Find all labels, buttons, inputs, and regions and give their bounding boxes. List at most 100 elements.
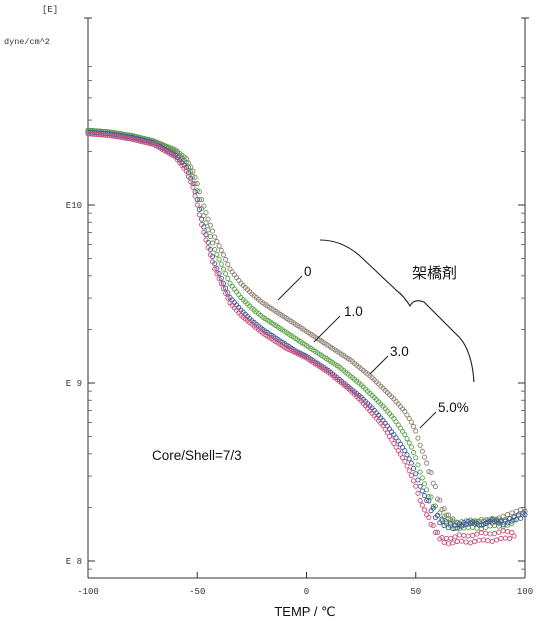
data-point xyxy=(214,266,220,272)
data-point xyxy=(209,240,216,246)
data-point xyxy=(234,275,240,281)
data-point xyxy=(515,512,521,518)
data-point xyxy=(491,518,497,524)
data-point xyxy=(389,429,395,435)
data-point xyxy=(223,290,229,296)
data-point xyxy=(406,456,412,462)
y-axis-label-top: [E] xyxy=(42,5,58,15)
data-point xyxy=(413,428,419,434)
data-point xyxy=(491,531,497,537)
data-point xyxy=(188,179,194,185)
data-point xyxy=(209,259,216,265)
y-tick-label: E10 xyxy=(66,201,82,211)
data-point xyxy=(205,227,211,233)
data-point xyxy=(437,497,443,503)
data-point xyxy=(214,238,220,245)
y-tick-label: E 9 xyxy=(66,379,82,389)
data-point xyxy=(402,408,408,415)
data-point xyxy=(454,525,460,531)
data-point xyxy=(212,266,218,272)
data-point xyxy=(428,469,434,476)
data-point xyxy=(474,531,480,537)
data-point xyxy=(500,513,506,519)
data-point xyxy=(454,539,460,545)
data-point xyxy=(472,539,478,545)
data-point xyxy=(430,503,436,509)
data-point xyxy=(500,528,506,534)
data-point xyxy=(205,245,211,251)
data-point xyxy=(411,465,417,471)
data-point xyxy=(406,440,412,446)
y-axis-unit: dyne/cm^2 xyxy=(4,37,50,47)
data-point xyxy=(411,424,417,430)
data-point xyxy=(459,538,465,544)
data-point xyxy=(483,530,489,536)
data-point xyxy=(485,538,491,544)
data-point xyxy=(489,538,495,544)
data-point xyxy=(214,251,220,257)
data-point xyxy=(380,423,386,429)
data-point xyxy=(421,481,428,487)
data-point xyxy=(400,455,406,461)
data-point xyxy=(236,292,242,298)
data-point xyxy=(207,233,213,239)
data-point xyxy=(509,529,515,535)
data-point xyxy=(507,536,513,542)
data-point xyxy=(404,463,410,469)
data-point xyxy=(192,193,198,199)
data-point xyxy=(209,228,216,234)
data-point xyxy=(411,478,417,484)
data-point xyxy=(404,412,410,418)
data-point xyxy=(223,285,229,291)
data-point xyxy=(500,522,506,528)
data-point xyxy=(190,184,196,190)
series-layer xyxy=(85,127,528,547)
data-point xyxy=(415,490,421,496)
data-point xyxy=(384,430,390,436)
data-point xyxy=(419,502,425,508)
data-point xyxy=(437,520,443,526)
data-point xyxy=(203,237,209,243)
data-point xyxy=(218,247,224,253)
data-point xyxy=(448,535,454,541)
data-point xyxy=(236,277,242,284)
data-point xyxy=(395,448,401,454)
data-point xyxy=(424,460,430,466)
data-point xyxy=(450,540,456,546)
data-point xyxy=(432,484,438,490)
data-point xyxy=(415,435,421,441)
series-labels: 0 1.0 3.0 5.0% xyxy=(277,264,469,429)
data-point xyxy=(408,460,414,466)
data-point xyxy=(216,243,222,249)
data-point xyxy=(419,475,425,481)
data-point xyxy=(504,520,511,526)
data-point xyxy=(421,454,428,460)
data-point xyxy=(203,220,209,226)
data-point xyxy=(465,533,471,539)
data-point xyxy=(192,181,198,187)
data-point xyxy=(216,256,222,262)
crosslinker-bracket xyxy=(319,239,475,383)
x-tick-label: 0 xyxy=(304,587,309,597)
data-point xyxy=(183,165,189,171)
data-point xyxy=(511,533,517,539)
data-point xyxy=(382,426,388,432)
leader-line-3 xyxy=(419,411,437,429)
data-point xyxy=(406,468,412,474)
data-point xyxy=(220,286,227,292)
data-point xyxy=(448,521,454,527)
x-tick-label: 100 xyxy=(517,587,533,597)
core-shell-annotation: Core/Shell=7/3 xyxy=(152,448,242,463)
data-point xyxy=(201,229,207,235)
data-point xyxy=(227,266,233,272)
data-point xyxy=(413,455,419,461)
data-point xyxy=(397,451,404,457)
series-label-2: 3.0 xyxy=(390,344,409,359)
data-point xyxy=(218,281,224,287)
series-0 xyxy=(85,127,528,529)
data-point xyxy=(220,280,227,286)
data-point xyxy=(391,440,397,447)
data-point xyxy=(185,164,192,170)
data-point xyxy=(417,442,423,448)
data-point xyxy=(441,522,447,529)
